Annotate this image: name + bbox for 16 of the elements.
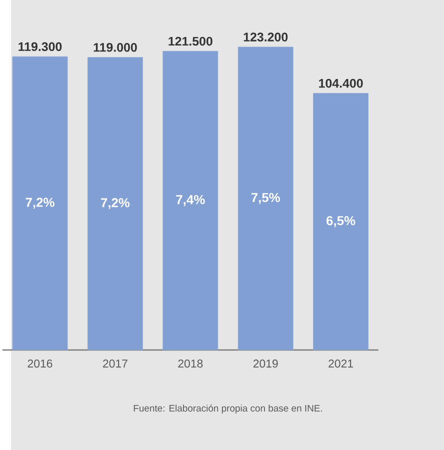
annotation: 7,2%	[26, 198, 54, 209]
annotation: 7,4%	[176, 195, 205, 206]
data-label: 123.200	[244, 32, 288, 42]
data-label: 121.500	[168, 36, 212, 46]
annotation: 7,2%	[101, 198, 130, 210]
annotation: 7,5%	[251, 192, 280, 204]
x-tick-label: 2018	[178, 360, 203, 368]
data-label: 104.400	[319, 78, 363, 88]
annotation: 6,5%	[326, 216, 356, 228]
x-tick-label: 2019	[253, 360, 278, 368]
data-label: 119.300	[18, 42, 62, 52]
data-label: 119.000	[94, 42, 137, 52]
source-note: Fuente: Elaboración propia con base en INE.	[134, 404, 322, 414]
x-tick-label: 2017	[103, 360, 128, 368]
x-tick-label: 2021	[328, 360, 353, 368]
x-tick-label: 2016	[28, 360, 52, 368]
